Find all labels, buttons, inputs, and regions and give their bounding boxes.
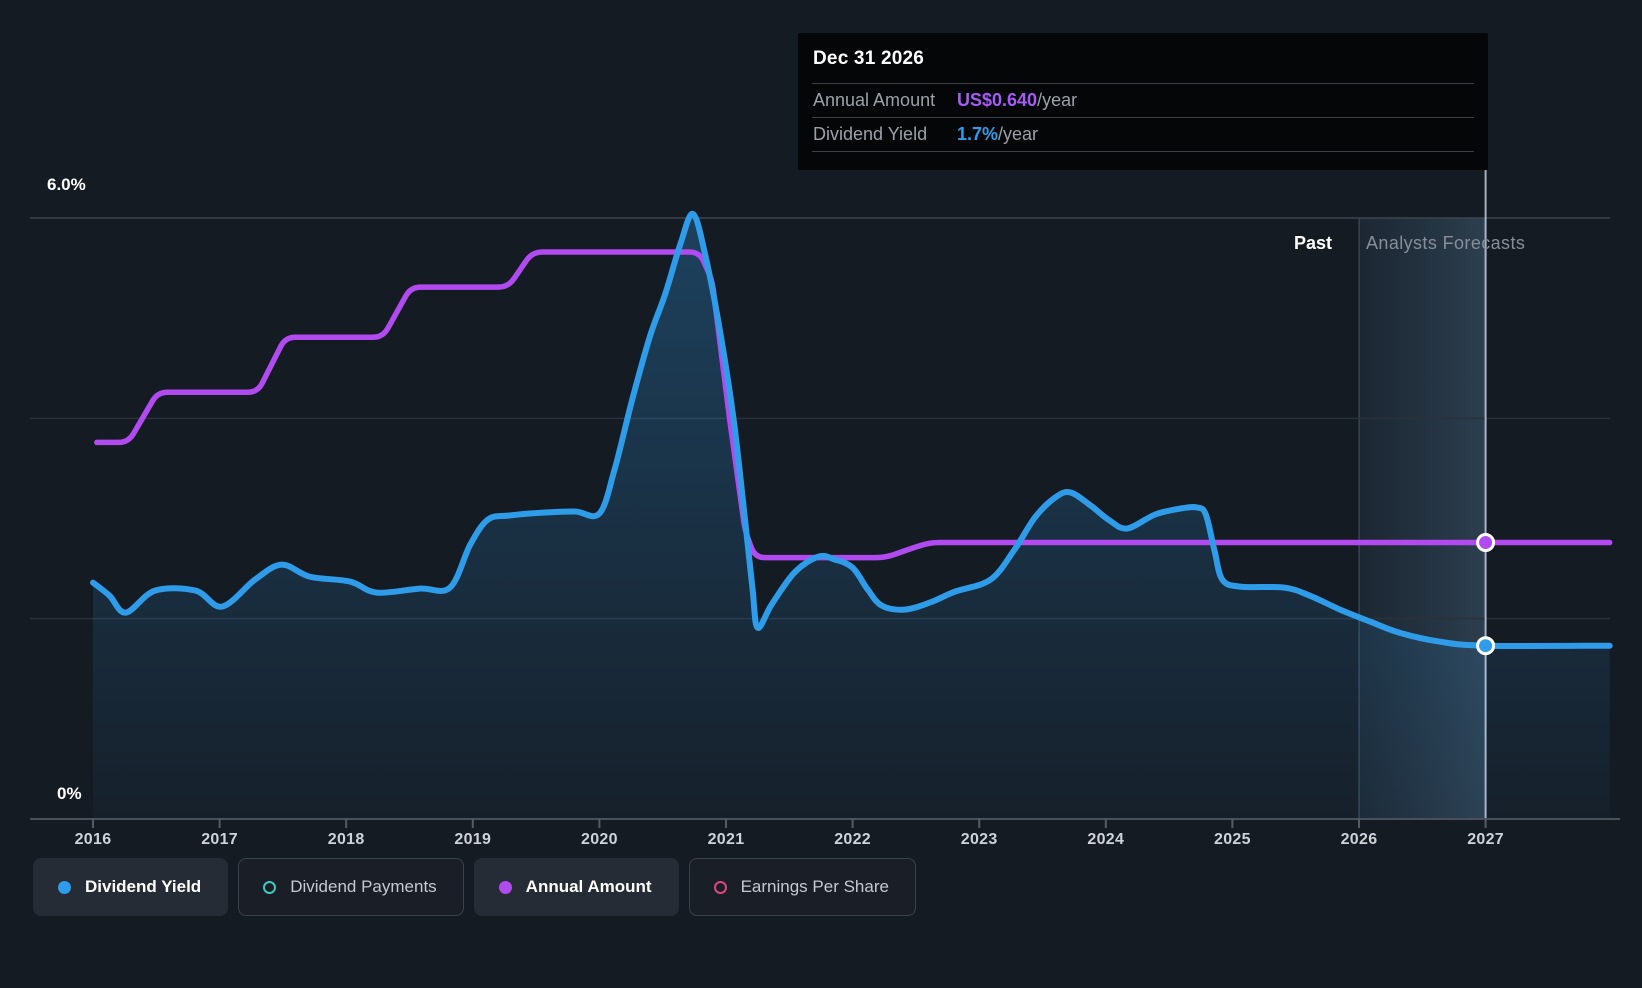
- x-axis-label-2024: 2024: [1087, 831, 1125, 848]
- legend-filled-dot-icon: [498, 880, 512, 894]
- tooltip-row: Dividend Yield 1.7%/year: [798, 118, 1488, 151]
- x-axis-label-2022: 2022: [834, 831, 871, 848]
- tooltip-row-label: Annual Amount: [813, 90, 936, 110]
- tooltip-row-label: Dividend Yield: [813, 124, 928, 144]
- tooltip-row-value: US$0.640: [957, 90, 1038, 110]
- legend-toggle-dividend-payments[interactable]: Dividend Payments: [238, 858, 464, 916]
- x-axis-label-2021: 2021: [707, 831, 745, 848]
- chart-legend: Dividend Yield Dividend Payments Annual Am…: [33, 858, 916, 916]
- legend-outline-dot-icon: [263, 880, 277, 894]
- annual-amount-line: [94, 249, 1613, 561]
- past-region-label: Past: [1293, 233, 1332, 253]
- annual-amount-marker-dot[interactable]: [1476, 533, 1496, 553]
- x-axis-label-2023: 2023: [960, 831, 998, 848]
- x-axis-label-2017: 2017: [201, 831, 238, 848]
- y-axis-label-bottom: 0%: [57, 784, 82, 803]
- legend-label: Earnings Per Share: [740, 877, 889, 896]
- analysts-forecasts-region-label: Analysts Forecasts: [1366, 233, 1526, 253]
- x-axis-label-2016: 2016: [74, 831, 112, 848]
- x-axis-label-2025: 2025: [1213, 831, 1251, 848]
- legend-toggle-dividend-yield[interactable]: Dividend Yield: [33, 858, 229, 916]
- x-axis-label-2019: 2019: [454, 831, 492, 848]
- legend-toggle-earnings-per-share[interactable]: Earnings Per Share: [688, 858, 916, 916]
- tooltip-row-suffix: /year: [998, 124, 1039, 144]
- tooltip-row-suffix: /year: [1037, 90, 1078, 110]
- dividend-yield-area: [93, 213, 1610, 820]
- x-axis-label-2018: 2018: [327, 831, 365, 848]
- tooltip-divider: [812, 83, 1474, 84]
- x-axis-label-2026: 2026: [1340, 831, 1378, 848]
- legend-filled-dot-icon: [58, 880, 71, 894]
- x-axis-label-2027: 2027: [1467, 831, 1504, 848]
- chart-tooltip: Dec 31 2026 Annual Amount US$0.640/year Di…: [798, 33, 1488, 170]
- tooltip-divider: [812, 117, 1474, 118]
- legend-label: Annual Amount: [525, 877, 652, 896]
- legend-label: Dividend Payments: [290, 877, 437, 896]
- dividend-yield-marker-dot[interactable]: [1476, 636, 1496, 656]
- legend-outline-dot-icon: [713, 880, 727, 894]
- dividend-yield-line: [90, 211, 1613, 649]
- y-axis-label-top: 6.0%: [47, 175, 86, 194]
- tooltip-row: Annual Amount US$0.640/year: [798, 84, 1488, 117]
- legend-toggle-annual-amount[interactable]: Annual Amount: [473, 858, 679, 916]
- tooltip-divider: [812, 151, 1474, 152]
- tooltip-date: Dec 31 2026: [813, 48, 925, 69]
- legend-label: Dividend Yield: [85, 877, 202, 896]
- x-axis-label-2020: 2020: [580, 831, 618, 848]
- tooltip-row-value: 1.7%: [957, 124, 999, 144]
